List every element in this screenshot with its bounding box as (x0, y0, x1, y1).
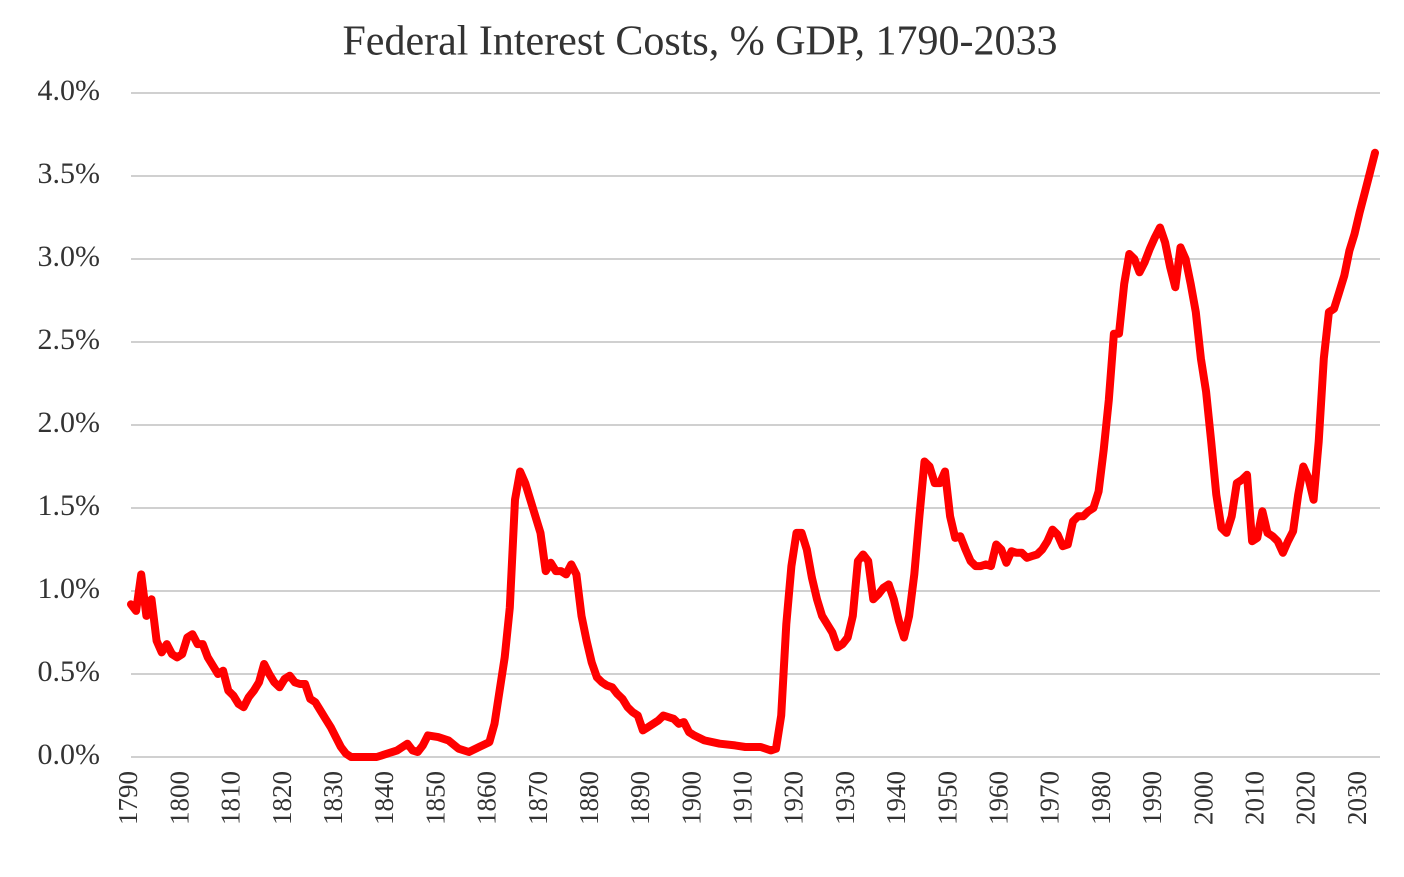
x-tick-label: 1940 (881, 771, 911, 825)
y-tick-label: 0.5% (38, 655, 101, 688)
x-tick-label: 1900 (676, 771, 706, 825)
y-tick-label: 0.0% (38, 738, 101, 771)
x-tick-label: 1970 (1035, 771, 1065, 825)
x-tick-label: 1890 (625, 771, 655, 825)
x-tick-label: 1880 (574, 771, 604, 825)
x-tick-label: 1920 (779, 771, 809, 825)
x-tick-label: 1980 (1086, 771, 1116, 825)
y-tick-label: 1.5% (38, 489, 101, 522)
x-tick-label: 1960 (983, 771, 1013, 825)
x-tick-label: 1950 (932, 771, 962, 825)
x-tick-label: 1860 (472, 771, 502, 825)
x-tick-label: 1910 (728, 771, 758, 825)
x-tick-label: 1990 (1137, 771, 1167, 825)
x-tick-label: 1840 (369, 771, 399, 825)
x-tick-label: 1870 (523, 771, 553, 825)
y-tick-label: 2.5% (38, 323, 101, 356)
x-tick-label: 2020 (1291, 771, 1321, 825)
y-tick-label: 2.0% (38, 406, 101, 439)
x-tick-label: 2010 (1239, 771, 1269, 825)
x-tick-label: 2030 (1342, 771, 1372, 825)
y-tick-label: 3.0% (38, 240, 101, 273)
y-tick-label: 1.0% (38, 572, 101, 605)
x-tick-label: 1930 (830, 771, 860, 825)
x-tick-label: 1800 (164, 771, 194, 825)
x-tick-label: 1790 (113, 771, 143, 825)
x-tick-label: 2000 (1188, 771, 1218, 825)
data-line (127, 148, 1379, 761)
y-tick-label: 4.0% (38, 74, 101, 107)
x-tick-label: 1830 (318, 771, 348, 825)
chart-title: Federal Interest Costs, % GDP, 1790-2033 (342, 19, 1057, 65)
y-tick-label: 3.5% (38, 157, 101, 190)
x-tick-label: 1820 (267, 771, 297, 825)
x-tick-label: 1850 (420, 771, 450, 825)
x-tick-label: 1810 (216, 771, 246, 825)
